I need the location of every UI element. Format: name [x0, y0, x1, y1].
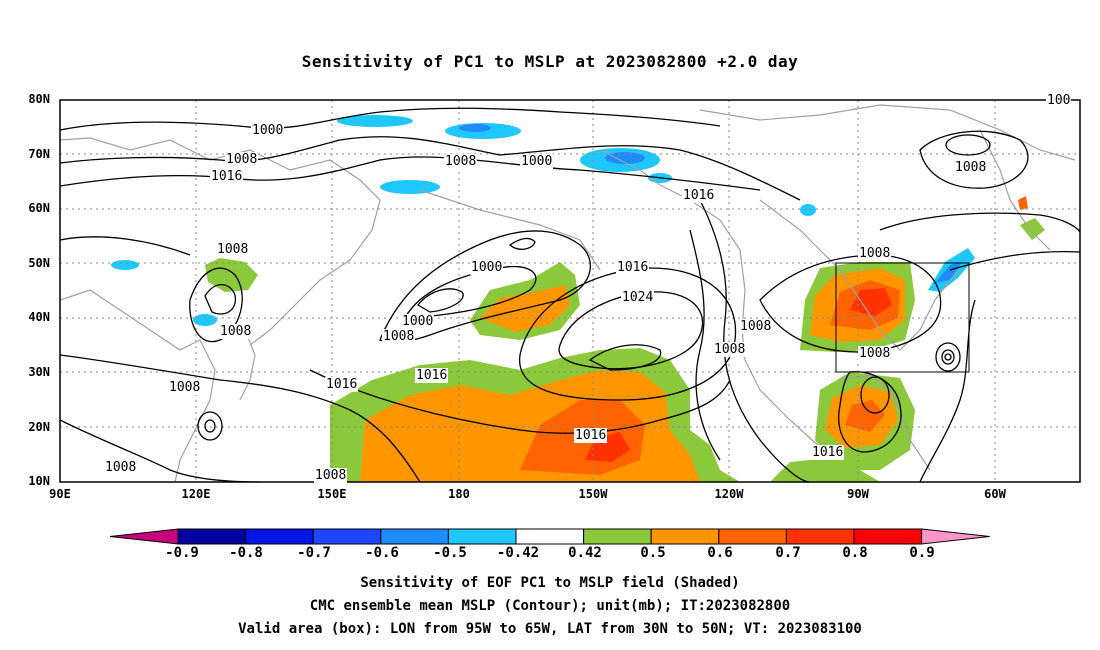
- asia-blue: [111, 260, 139, 270]
- contour-label: 1008: [739, 319, 773, 334]
- lat-label-20n: 20N: [28, 420, 50, 434]
- contour-label: 1008: [104, 460, 138, 475]
- contour-label: 1008: [444, 154, 478, 169]
- colorbar-bin: [853, 528, 923, 545]
- carib-green: [770, 458, 880, 482]
- contour-label: 1008: [858, 246, 892, 261]
- lon-label-180: 180: [448, 487, 470, 501]
- atlantic-blue-core: [935, 262, 962, 283]
- contour-label: 1008: [168, 380, 202, 395]
- colorbar-low-arrow: [109, 528, 179, 545]
- japan-blue: [193, 314, 217, 326]
- lon-label-90e: 90E: [49, 487, 71, 501]
- colorbar-bin: [177, 528, 247, 545]
- cbar-tick: 0.9: [909, 545, 935, 561]
- cbar-tick: 0.5: [640, 545, 666, 561]
- colorbar-bin: [380, 528, 449, 545]
- lat-label-70n: 70N: [28, 147, 50, 161]
- lon-label-120e: 120E: [181, 487, 211, 501]
- lon-label-90w: 90W: [847, 487, 869, 501]
- map-title: Sensitivity of PC1 to MSLP at 2023082800…: [301, 52, 799, 71]
- bering-blue-core: [605, 152, 645, 164]
- lat-label-40n: 40N: [28, 310, 50, 324]
- contour-label: 1016: [616, 260, 650, 275]
- contour-label: 1008: [219, 324, 253, 339]
- cbar-tick: -0.5: [433, 545, 467, 561]
- valid-area-box: [835, 262, 970, 373]
- contour-label: 1000: [520, 154, 554, 169]
- contour-label: 1024: [621, 290, 655, 305]
- colorbar-bin: [718, 528, 787, 545]
- contour-label: 1008: [713, 342, 747, 357]
- mslp-contours: [60, 107, 1080, 482]
- cbar-tick: -0.7: [297, 545, 331, 561]
- lat-label-50n: 50N: [28, 256, 50, 270]
- contour-label: 1016: [682, 188, 716, 203]
- east-us-red: [850, 288, 892, 316]
- contour-label: 1008: [382, 329, 416, 344]
- cbar-tick: -0.42: [496, 545, 540, 561]
- contour-label: 1008: [954, 160, 988, 175]
- cbar-tick: 0.8: [842, 545, 868, 561]
- cbar-tick: -0.8: [229, 545, 263, 561]
- contour-label: 100: [1046, 93, 1072, 108]
- cbar-tick: 0.42: [568, 545, 602, 561]
- lat-label-10n: 10N: [28, 474, 50, 488]
- contour-label: 1008: [858, 346, 892, 361]
- lon-label-150w: 150W: [578, 487, 608, 501]
- caption-line-2: CMC ensemble mean MSLP (Contour); unit(m…: [309, 598, 791, 614]
- canada-blue: [800, 204, 816, 216]
- gulf-dark-orange: [845, 400, 885, 432]
- lat-label-80n: 80N: [28, 92, 50, 106]
- cbar-tick: -0.9: [165, 545, 199, 561]
- map-frame: [59, 99, 1081, 483]
- contour-label: 1016: [415, 368, 449, 383]
- contour-label: 1016: [325, 377, 359, 392]
- colorbar-bin: [515, 528, 585, 545]
- colorbar-bin: [650, 528, 720, 545]
- colorbar-bin: [583, 528, 652, 545]
- contour-label: 1016: [811, 445, 845, 460]
- contour-label: 1016: [210, 169, 244, 184]
- contour-label: 1016: [574, 428, 608, 443]
- cbar-tick: 0.7: [775, 545, 801, 561]
- colorbar-high-arrow: [921, 528, 990, 545]
- contour-label: 1000: [251, 123, 285, 138]
- lon-label-150e: 150E: [317, 487, 347, 501]
- positive-sensitivity-shading: [205, 196, 1045, 482]
- cbar-tick: -0.6: [365, 545, 399, 561]
- colorbar-bin: [245, 528, 314, 545]
- caption-line-3: Valid area (box): LON from 95W to 65W, L…: [238, 621, 862, 637]
- colorbar: [109, 528, 990, 545]
- siberia-blue: [380, 180, 440, 194]
- contour-label: 1000: [470, 260, 504, 275]
- caption-line-1: Sensitivity of EOF PC1 to MSLP field (Sh…: [360, 575, 740, 591]
- greenland-orange: [1018, 196, 1028, 210]
- colorbar-bin: [785, 528, 855, 545]
- contour-label: 1000: [401, 314, 435, 329]
- nw-pacific-green: [205, 258, 258, 292]
- lat-label-60n: 60N: [28, 201, 50, 215]
- colorbar-bin: [312, 528, 382, 545]
- lat-label-30n: 30N: [28, 365, 50, 379]
- contour-label: 1008: [314, 468, 348, 483]
- arctic-blue-2-core: [459, 124, 491, 132]
- lon-label-60w: 60W: [984, 487, 1006, 501]
- cbar-tick: 0.6: [707, 545, 733, 561]
- arctic-blue-1: [337, 115, 413, 127]
- coastlines: [60, 104, 1076, 482]
- contour-label: 1008: [225, 152, 259, 167]
- contour-label: 1008: [216, 242, 250, 257]
- colorbar-bin: [447, 528, 517, 545]
- lon-label-120w: 120W: [714, 487, 744, 501]
